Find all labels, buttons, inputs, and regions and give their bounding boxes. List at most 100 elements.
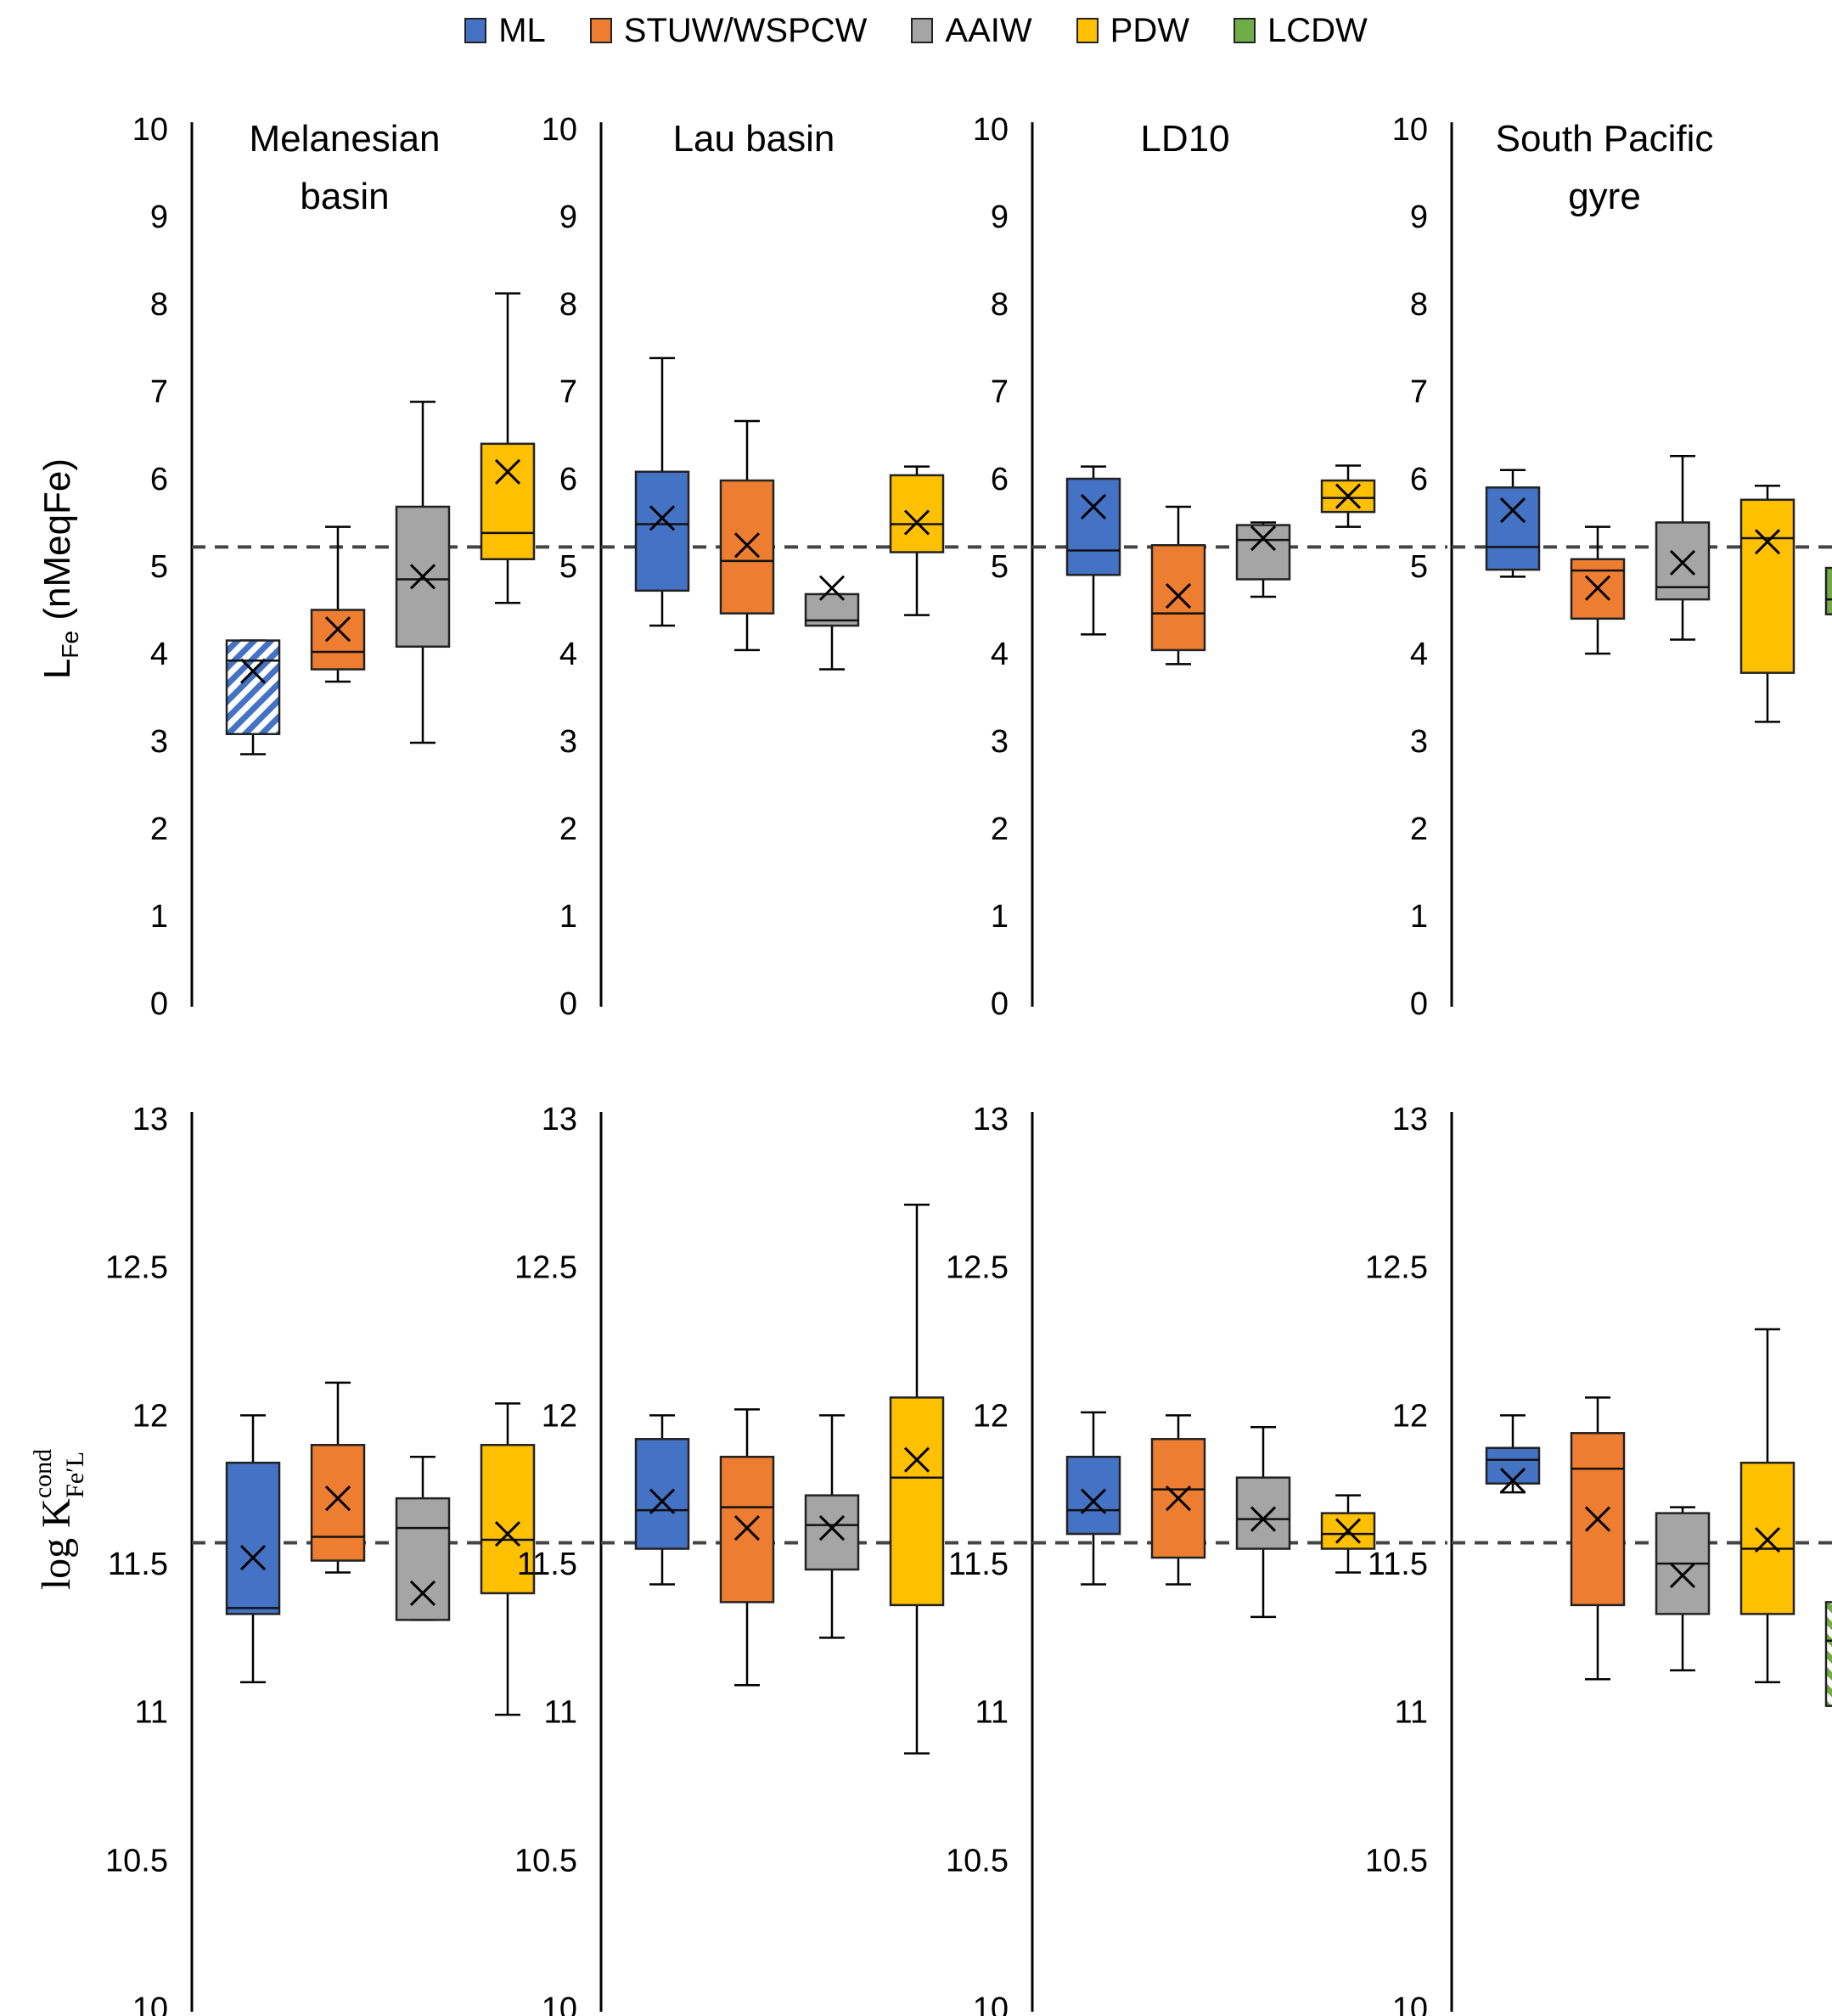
box-iqr [1235, 524, 1291, 581]
box-iqr [395, 1497, 451, 1621]
mean-marker [1250, 525, 1277, 552]
y-axis-label-top: LFe (nMeqFe) [37, 458, 83, 679]
box-iqr [310, 1444, 366, 1562]
y-tick-label: 9 [559, 199, 577, 235]
mean-marker [409, 564, 436, 590]
mean-marker [409, 1580, 436, 1606]
y-tick-label: 10 [542, 112, 577, 148]
box-ml [1485, 469, 1541, 578]
y-tick-label: 12 [542, 1398, 577, 1434]
box-stuw-wspcw [1570, 525, 1626, 655]
box-iqr [1235, 1476, 1291, 1550]
y-tick-label: 10 [973, 112, 1009, 148]
box-aaiw [395, 401, 451, 744]
y-tick-label: 10.5 [105, 1843, 168, 1878]
mean-marker [903, 509, 930, 536]
legend-swatch [464, 18, 487, 43]
y-tick-label: 2 [559, 811, 577, 847]
y-tick-label: 10.5 [946, 1843, 1009, 1878]
y-tick-label: 1 [150, 899, 168, 935]
box-stuw-wspcw [1150, 1414, 1206, 1586]
box-stuw-wspcw [1150, 505, 1206, 665]
y-tick-label: 7 [1410, 374, 1428, 410]
y-label-bottom-main: log K [34, 1498, 79, 1590]
box-pdw [889, 465, 945, 616]
box-iqr [804, 1494, 860, 1571]
box-pdw [1739, 484, 1795, 723]
y-label-bottom-sub: Fe′L [61, 1452, 89, 1498]
y-tick-label: 11 [975, 1695, 1009, 1731]
y-tick-label: 0 [559, 986, 577, 1022]
box-iqr [1065, 1455, 1121, 1536]
y-tick-label: 13 [132, 1102, 168, 1137]
y-tick-label: 12.5 [946, 1250, 1009, 1286]
box-iqr [1065, 477, 1121, 576]
mean-marker [733, 1515, 761, 1541]
box-iqr [225, 1461, 281, 1615]
y-tick-label: 4 [150, 637, 168, 672]
legend-swatch [911, 18, 934, 43]
mean-marker [494, 1521, 521, 1547]
mean-marker [239, 658, 267, 684]
box-ml [225, 1414, 281, 1683]
legend: ML STUW/WSPCW AAIW PDW LCDW [0, 0, 1832, 61]
box-ml [1485, 1414, 1541, 1494]
legend-label: AAIW [945, 11, 1032, 49]
mean-marker [1165, 1485, 1192, 1512]
y-tick-label: 13 [1392, 1102, 1428, 1137]
panel-title: South Pacific [1496, 118, 1714, 160]
y-tick-label: 8 [559, 287, 577, 323]
y-tick-label: 11.5 [948, 1547, 1009, 1582]
y-tick-label: 5 [150, 549, 168, 585]
legend-item-ml: ML [464, 12, 546, 50]
y-label-top-main: L [37, 659, 78, 679]
mean-marker [818, 575, 846, 601]
mean-marker [1584, 1506, 1611, 1532]
box-iqr [310, 609, 366, 671]
y-tick-label: 12.5 [105, 1250, 168, 1286]
box-lcdw [1824, 566, 1832, 615]
mean-marker [1080, 493, 1107, 520]
mean-marker [1499, 497, 1526, 524]
y-tick-label: 11.5 [517, 1547, 577, 1582]
box-iqr [889, 1396, 945, 1607]
legend-item-lcdw: LCDW [1233, 11, 1368, 50]
box-iqr [1485, 1446, 1541, 1485]
y-tick-label: 11.5 [1368, 1547, 1428, 1582]
box-ml [634, 1414, 690, 1586]
box-iqr [1485, 486, 1541, 571]
panel-title: basin [300, 176, 389, 217]
legend-item-pdw: PDW [1076, 12, 1189, 50]
mean-marker [1754, 1526, 1781, 1553]
mean-marker [649, 1488, 676, 1514]
box-aaiw [1655, 454, 1711, 641]
y-tick-label: 8 [1410, 287, 1428, 323]
legend-swatch [1233, 18, 1256, 43]
mean-marker [1669, 549, 1696, 576]
y-tick-label: 3 [150, 724, 168, 760]
box-lcdw [1824, 1601, 1832, 1707]
box-pdw [1320, 464, 1376, 528]
legend-item-stuw-wspcw: STUW/WSPCW [589, 12, 867, 50]
box-iqr [889, 474, 945, 553]
y-tick-label: 13 [542, 1102, 577, 1137]
mean-marker [324, 1485, 351, 1512]
panel-logK-2: 10 10.5 11 11.5 12 12.5 13 [514, 1102, 1027, 2016]
y-tick-label: 7 [559, 374, 577, 410]
y-tick-label: 5 [991, 549, 1009, 585]
y-label-bottom-sup: cond [29, 1449, 57, 1498]
mean-marker [1250, 1506, 1277, 1532]
y-tick-label: 10 [542, 1991, 577, 2016]
box-iqr [634, 1438, 690, 1550]
legend-label: LCDW [1267, 11, 1368, 49]
box-aaiw [1235, 1426, 1291, 1619]
box-pdw [480, 1402, 536, 1716]
y-label-top-unit: (nMeqFe) [37, 458, 78, 631]
panel-logK-4: 10 10.5 11 11.5 12 12.5 13 [1365, 1102, 1832, 2016]
box-iqr [1570, 558, 1626, 621]
y-tick-label: 7 [150, 374, 168, 410]
